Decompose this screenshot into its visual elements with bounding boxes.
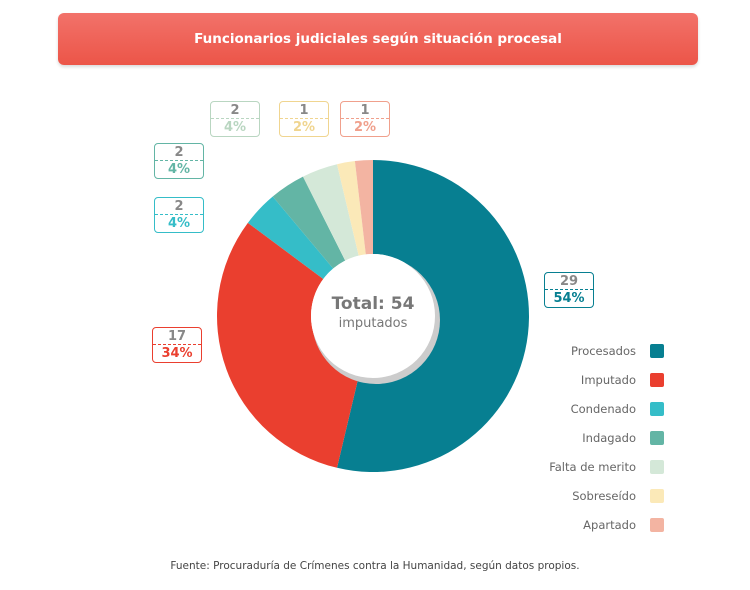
data-label-percent: 4%: [223, 120, 247, 135]
legend-swatch: [650, 460, 664, 474]
legend-item: Falta de merito: [549, 460, 664, 474]
slice-condenado: [247, 196, 334, 279]
slice-procesados: [337, 160, 529, 473]
data-label-percent: 2%: [292, 120, 316, 135]
legend-swatch: [650, 344, 664, 358]
data-label-percent: 2%: [353, 120, 377, 135]
legend-item: Sobreseído: [572, 489, 664, 503]
data-label-6: 1 2%: [340, 101, 390, 137]
legend-swatch: [650, 489, 664, 503]
data-label-count: 1: [280, 102, 328, 119]
legend-swatch: [650, 518, 664, 532]
data-label-0: 29 54%: [544, 272, 594, 308]
center-total: Total: 54 imputados: [310, 254, 436, 380]
data-label-2: 2 4%: [154, 197, 204, 233]
legend-label: Imputado: [580, 373, 636, 387]
slice-imputado: [217, 222, 359, 468]
data-label-count: 17: [153, 328, 201, 345]
legend-item: Indagado: [582, 431, 664, 445]
data-label-count: 29: [545, 273, 593, 290]
data-label-percent: 34%: [161, 346, 193, 361]
source-note: Fuente: Procuraduría de Crímenes contra …: [170, 560, 580, 572]
data-label-1: 17 34%: [152, 327, 202, 363]
data-label-count: 2: [155, 144, 203, 161]
chart-title: Funcionarios judiciales según situación …: [58, 13, 698, 65]
data-label-3: 2 4%: [154, 143, 204, 179]
legend-label: Condenado: [570, 402, 636, 416]
legend-label: Apartado: [583, 518, 636, 532]
legend-label: Procesados: [570, 344, 636, 358]
slice-sobreseído: [337, 161, 366, 256]
legend-item: Condenado: [571, 402, 664, 416]
legend-label: Falta de merito: [549, 460, 636, 474]
data-label-percent: 4%: [167, 216, 191, 231]
slice-apartado: [354, 160, 373, 255]
legend-label: Indagado: [582, 431, 636, 445]
slice-falta-de-merito: [302, 164, 359, 261]
data-label-count: 2: [155, 198, 203, 215]
data-label-4: 2 4%: [210, 101, 260, 137]
legend-swatch: [650, 431, 664, 445]
legend-swatch: [650, 373, 664, 387]
center-total-value: Total: 54: [331, 294, 415, 314]
data-label-percent: 54%: [553, 291, 585, 306]
legend-item: Apartado: [583, 518, 664, 532]
data-label-count: 1: [341, 102, 389, 119]
data-label-5: 1 2%: [279, 101, 329, 137]
slice-indagado: [272, 176, 346, 269]
data-label-count: 2: [211, 102, 259, 119]
data-label-percent: 4%: [167, 162, 191, 177]
legend-item: Procesados: [571, 344, 664, 358]
legend-item: Imputado: [581, 373, 664, 387]
legend-label: Sobreseído: [572, 489, 636, 503]
legend-swatch: [650, 402, 664, 416]
center-total-label: imputados: [338, 316, 408, 331]
